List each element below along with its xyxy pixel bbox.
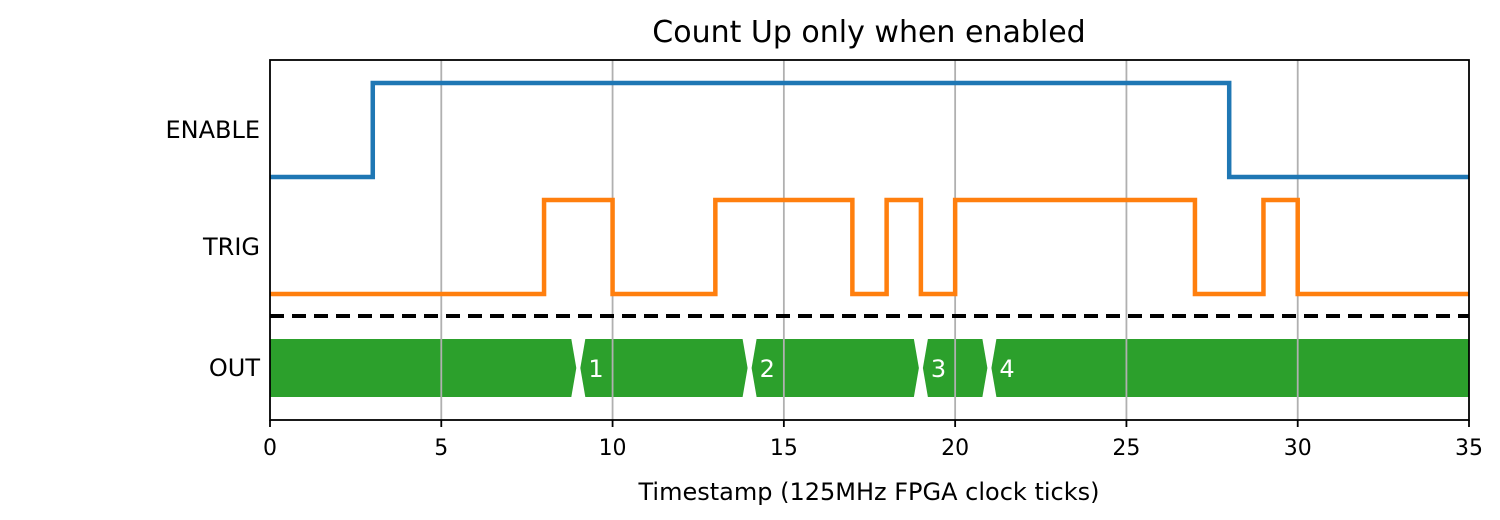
x-tick-label-10: 10	[599, 436, 627, 461]
signal-trig-line	[270, 197, 1469, 297]
out-segment	[751, 339, 919, 397]
plot-frame	[269, 59, 1470, 421]
x-axis-ticks: 0 5 10 15 20 25 30 35	[263, 420, 1483, 461]
out-value-label: 2	[760, 355, 775, 383]
y-label-trig: TRIG	[202, 233, 260, 261]
out-segment	[270, 339, 577, 397]
y-axis-labels: ENABLE TRIG OUT	[165, 116, 260, 382]
chart-title: Count Up only when enabled	[652, 15, 1085, 50]
y-label-out: OUT	[209, 354, 260, 382]
out-value-label: 3	[931, 355, 946, 383]
out-value-label: 1	[588, 355, 603, 383]
x-tick-label-5: 5	[434, 436, 448, 461]
x-tick-label-35: 35	[1455, 436, 1483, 461]
out-segment	[580, 339, 748, 397]
x-tick-label-30: 30	[1284, 436, 1312, 461]
x-tick-label-15: 15	[770, 436, 798, 461]
x-tick-label-20: 20	[941, 436, 969, 461]
out-value-label: 4	[999, 355, 1014, 383]
x-axis-label: Timestamp (125MHz FPGA clock ticks)	[638, 478, 1100, 506]
x-tick-label-0: 0	[263, 436, 277, 461]
x-tick-label-25: 25	[1112, 436, 1140, 461]
out-bus: 1 2 3 4	[270, 339, 1469, 397]
signal-enable-line	[270, 80, 1469, 180]
waveforms	[270, 80, 1469, 297]
out-segment	[991, 339, 1469, 397]
y-label-enable: ENABLE	[165, 116, 260, 144]
